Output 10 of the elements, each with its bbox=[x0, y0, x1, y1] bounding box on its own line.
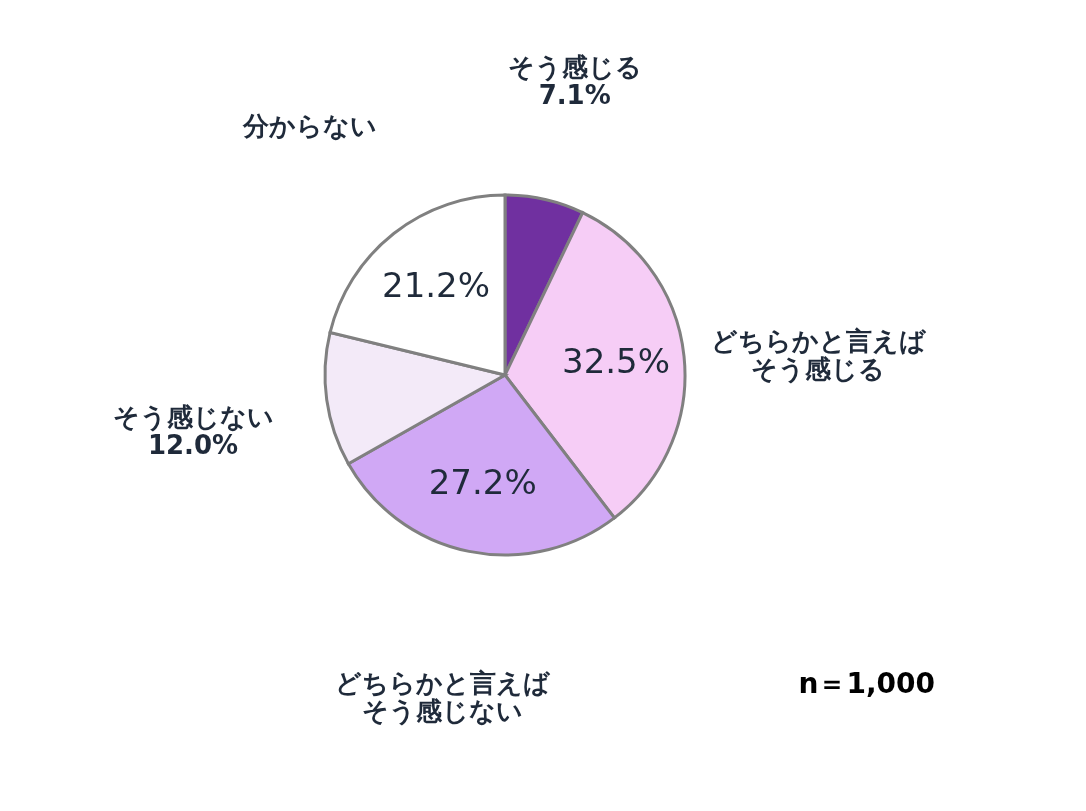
data-label: 32.5% bbox=[561, 341, 671, 382]
data-label: 21.2% bbox=[382, 265, 491, 306]
slice-label: 分からない bbox=[242, 111, 378, 142]
slice-label: どちらかと言えばそう感じない bbox=[334, 667, 551, 726]
data-label: 12.0% bbox=[147, 430, 239, 461]
text: n＝1,000 bbox=[798, 667, 935, 700]
slice-label: そう感じない bbox=[112, 402, 274, 433]
data-label: 27.2% bbox=[428, 462, 537, 503]
slice-label: どちらかと言えばそう感じる bbox=[710, 326, 927, 385]
slice-label: そう感じる bbox=[507, 51, 642, 82]
